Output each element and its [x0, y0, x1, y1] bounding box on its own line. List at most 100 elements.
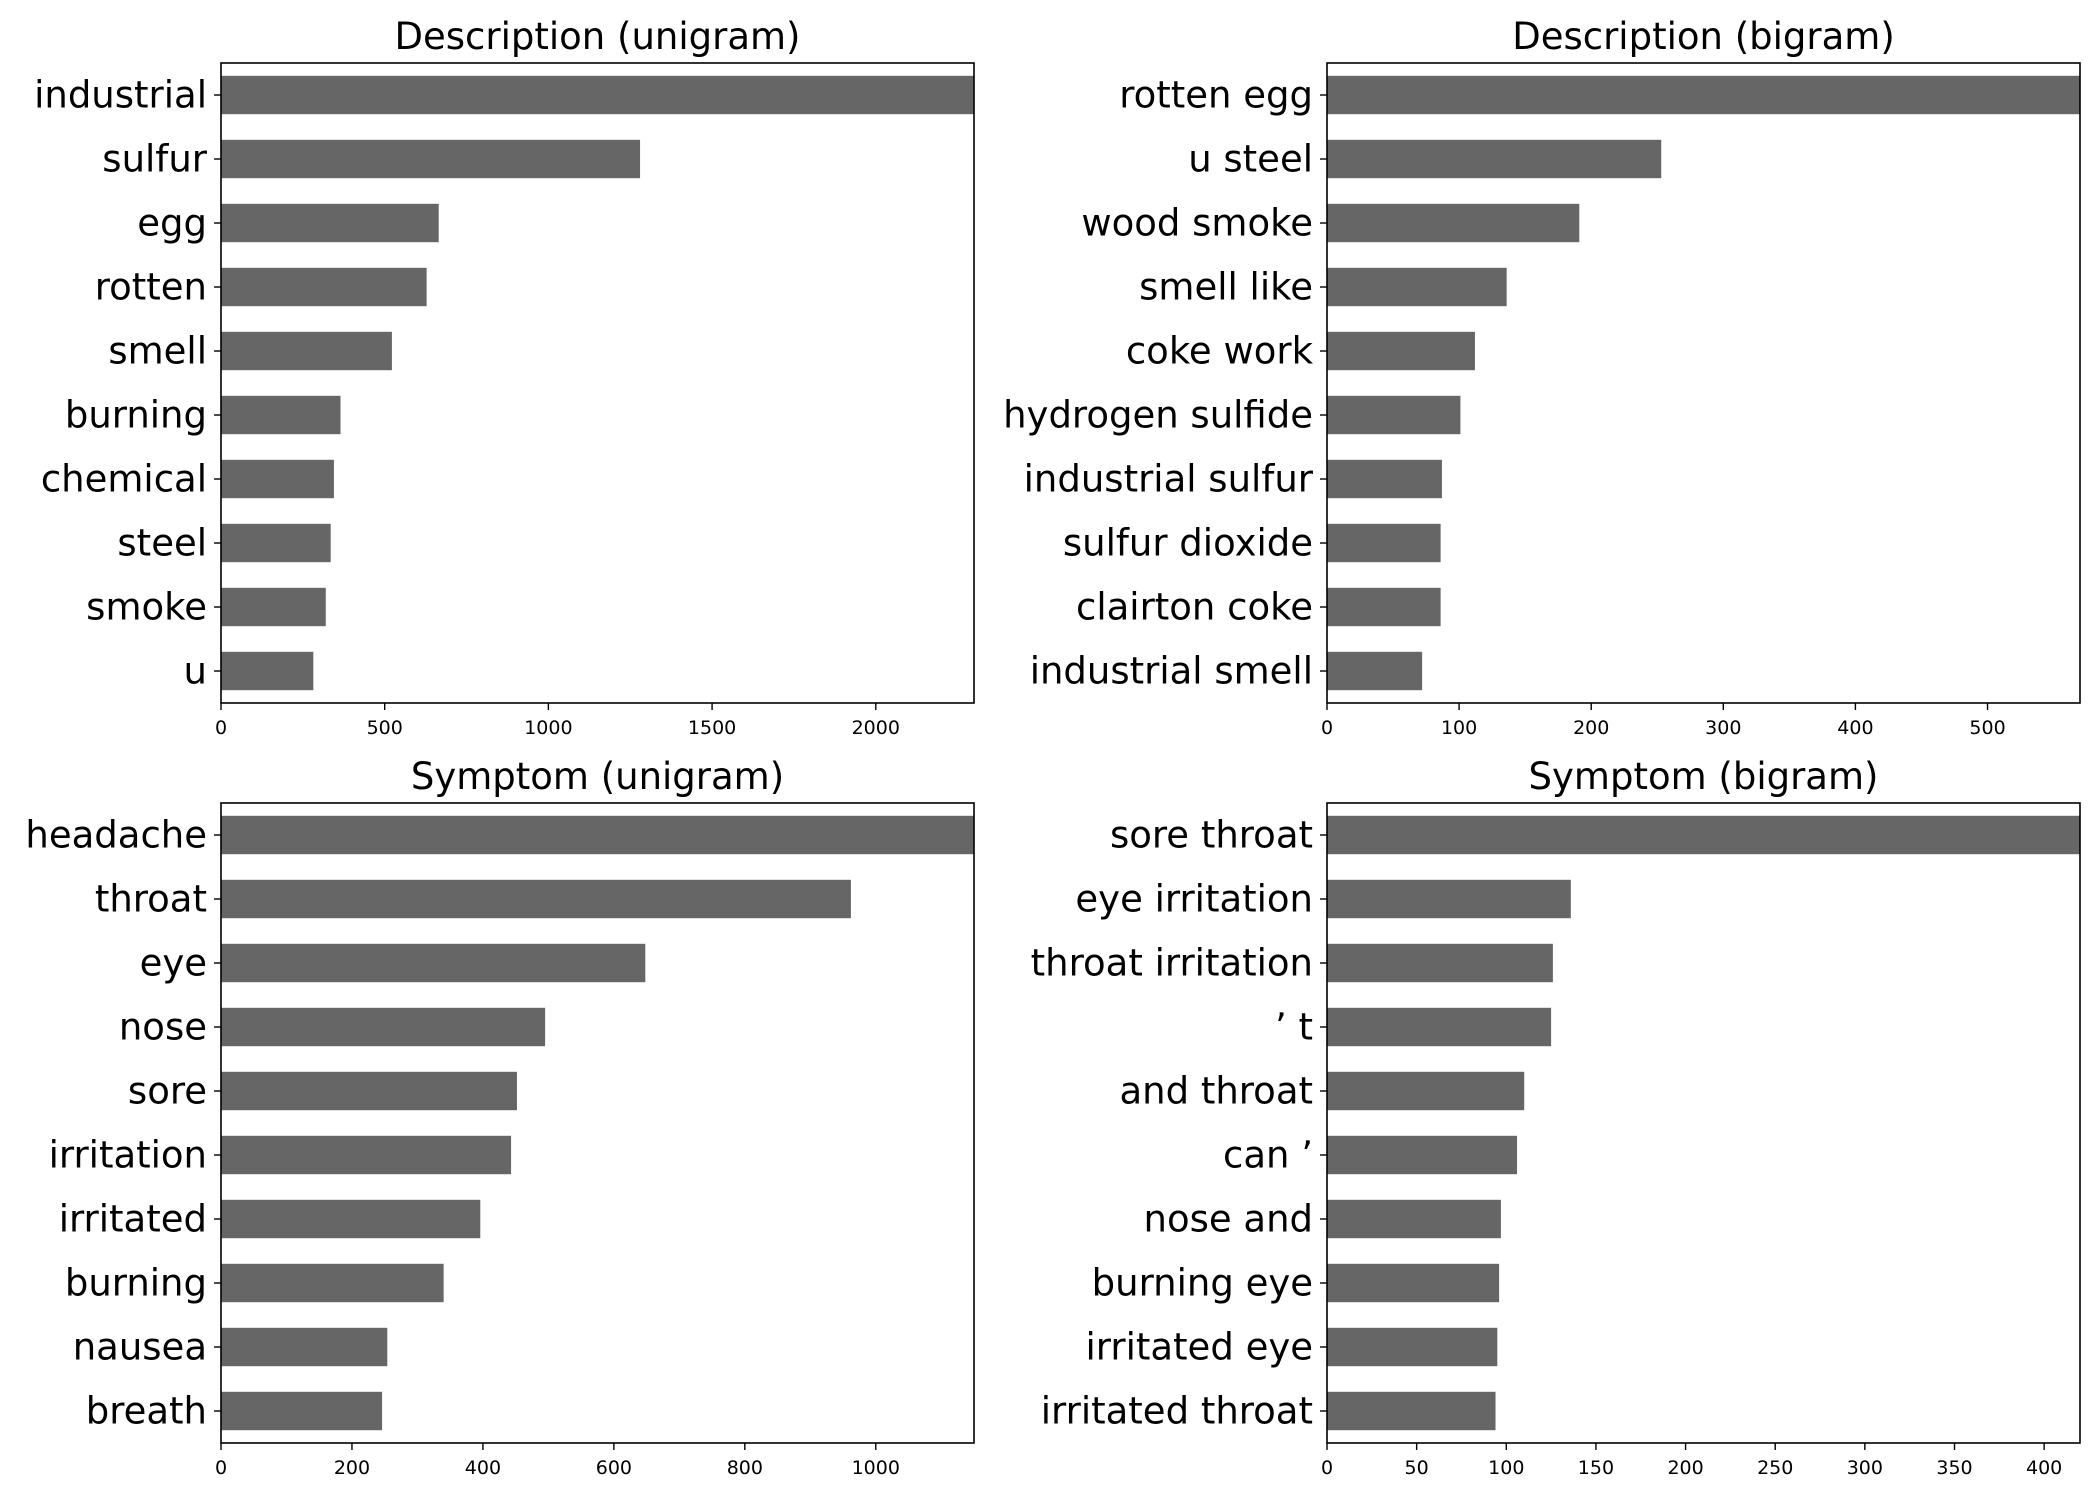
tick-label: 50	[1405, 1457, 1429, 1479]
tick-label: 0	[1321, 717, 1333, 739]
tick-label: 100	[1488, 1457, 1524, 1479]
category-label: irritation	[49, 1134, 207, 1177]
bar-symptom-unigram-1	[221, 879, 851, 919]
symptom-unigram-axes-frame	[220, 802, 975, 1444]
bar-symptom-bigram-7	[1327, 1263, 1500, 1303]
bar-description-bigram-3	[1327, 267, 1507, 307]
tick-label: 500	[1969, 717, 2005, 739]
bar-description-bigram-2	[1327, 203, 1580, 243]
bar-symptom-unigram-9	[221, 1391, 383, 1431]
category-label: burning eye	[1092, 1262, 1313, 1305]
bar-symptom-bigram-4	[1327, 1071, 1525, 1111]
category-label: can ’	[1223, 1134, 1313, 1177]
bar-description-bigram-6	[1327, 459, 1442, 499]
symptom-bigram-panel: Symptom (bigram) sore throat eye irritatio…	[1031, 755, 2081, 1479]
category-label: burning	[65, 1262, 207, 1305]
category-label: u steel	[1188, 138, 1313, 181]
category-label: nose	[119, 1006, 207, 1049]
category-label: breath	[86, 1390, 207, 1433]
category-label: irritated eye	[1086, 1326, 1313, 1369]
bar-description-unigram-7	[221, 523, 331, 563]
bar-symptom-bigram-8	[1327, 1327, 1498, 1367]
category-label: and throat	[1119, 1070, 1313, 1113]
bar-symptom-bigram-1	[1327, 879, 1571, 919]
category-label: sulfur	[102, 138, 207, 181]
tick-label: 0	[215, 1457, 227, 1479]
category-label: industrial sulfur	[1024, 458, 1314, 501]
category-label: smell	[108, 330, 207, 373]
bar-symptom-unigram-7	[221, 1263, 444, 1303]
category-label: throat	[95, 878, 207, 921]
bar-description-unigram-1	[221, 139, 641, 179]
category-label: sore throat	[1110, 814, 1313, 857]
tick-label: 150	[1578, 1457, 1614, 1479]
category-label: eye	[140, 942, 207, 985]
bar-symptom-bigram-5	[1327, 1135, 1518, 1175]
symptom-bigram-axes-frame	[1326, 802, 2081, 1444]
category-label: rotten egg	[1119, 74, 1313, 117]
tick-label: 2000	[852, 717, 900, 739]
category-label: hydrogen sulfide	[1003, 394, 1313, 437]
tick-label: 1500	[688, 717, 736, 739]
description-unigram-panel: Description (unigram) industrial sulfur egg…	[34, 15, 975, 739]
category-label: smoke	[86, 586, 207, 629]
tick-label: 1000	[524, 717, 572, 739]
bar-description-unigram-9	[221, 651, 314, 691]
category-label: wood smoke	[1081, 202, 1313, 245]
tick-label: 200	[1573, 717, 1609, 739]
category-label: eye irritation	[1075, 878, 1313, 921]
bar-description-unigram-0	[221, 75, 974, 115]
category-label: burning	[65, 394, 207, 437]
tick-label: 200	[1667, 1457, 1703, 1479]
bar-description-unigram-6	[221, 459, 334, 499]
category-label: steel	[117, 522, 207, 565]
category-label: egg	[137, 202, 207, 245]
bar-symptom-unigram-4	[221, 1071, 517, 1111]
category-label: nose and	[1144, 1198, 1314, 1241]
bar-description-bigram-8	[1327, 587, 1441, 627]
bar-description-bigram-7	[1327, 523, 1441, 563]
tick-label: 500	[367, 717, 403, 739]
description-unigram-axes-frame	[220, 62, 975, 704]
tick-label: 100	[1441, 717, 1477, 739]
tick-label: 300	[1847, 1457, 1883, 1479]
tick-label: 400	[2026, 1457, 2062, 1479]
tick-label: 200	[334, 1457, 370, 1479]
bar-description-bigram-5	[1327, 395, 1461, 435]
category-label: clairton coke	[1076, 586, 1313, 629]
bar-symptom-unigram-6	[221, 1199, 481, 1239]
tick-label: 400	[1837, 717, 1873, 739]
category-label: industrial smell	[1030, 650, 1313, 693]
category-label: irritated throat	[1041, 1390, 1313, 1433]
bar-symptom-unigram-0	[221, 815, 974, 855]
bar-description-unigram-2	[221, 203, 439, 243]
bar-symptom-bigram-6	[1327, 1199, 1501, 1239]
category-label: chemical	[41, 458, 207, 501]
tick-label: 400	[465, 1457, 501, 1479]
tick-label: 1000	[852, 1457, 900, 1479]
bar-description-bigram-9	[1327, 651, 1423, 691]
category-label: headache	[25, 814, 207, 857]
tick-label: 300	[1705, 717, 1741, 739]
category-label: rotten	[95, 266, 207, 309]
tick-label: 0	[215, 717, 227, 739]
bar-symptom-bigram-0	[1327, 815, 2080, 855]
bar-description-bigram-0	[1327, 75, 2080, 115]
category-label: irritated	[59, 1198, 207, 1241]
bar-description-bigram-1	[1327, 139, 1662, 179]
category-label: sulfur dioxide	[1063, 522, 1313, 565]
tick-label: 250	[1757, 1457, 1793, 1479]
symptom-unigram-title: Symptom (unigram)	[411, 755, 784, 798]
bar-description-bigram-4	[1327, 331, 1475, 371]
category-label: industrial	[34, 74, 207, 117]
category-label: nausea	[73, 1326, 207, 1369]
bar-symptom-bigram-9	[1327, 1391, 1496, 1431]
tick-label: 350	[1936, 1457, 1972, 1479]
bar-symptom-unigram-3	[221, 1007, 546, 1047]
bar-symptom-unigram-2	[221, 943, 646, 983]
description-unigram-title: Description (unigram)	[395, 15, 801, 58]
bar-description-unigram-4	[221, 331, 392, 371]
category-label: u	[184, 650, 207, 693]
description-bigram-axes-frame	[1326, 62, 2081, 704]
